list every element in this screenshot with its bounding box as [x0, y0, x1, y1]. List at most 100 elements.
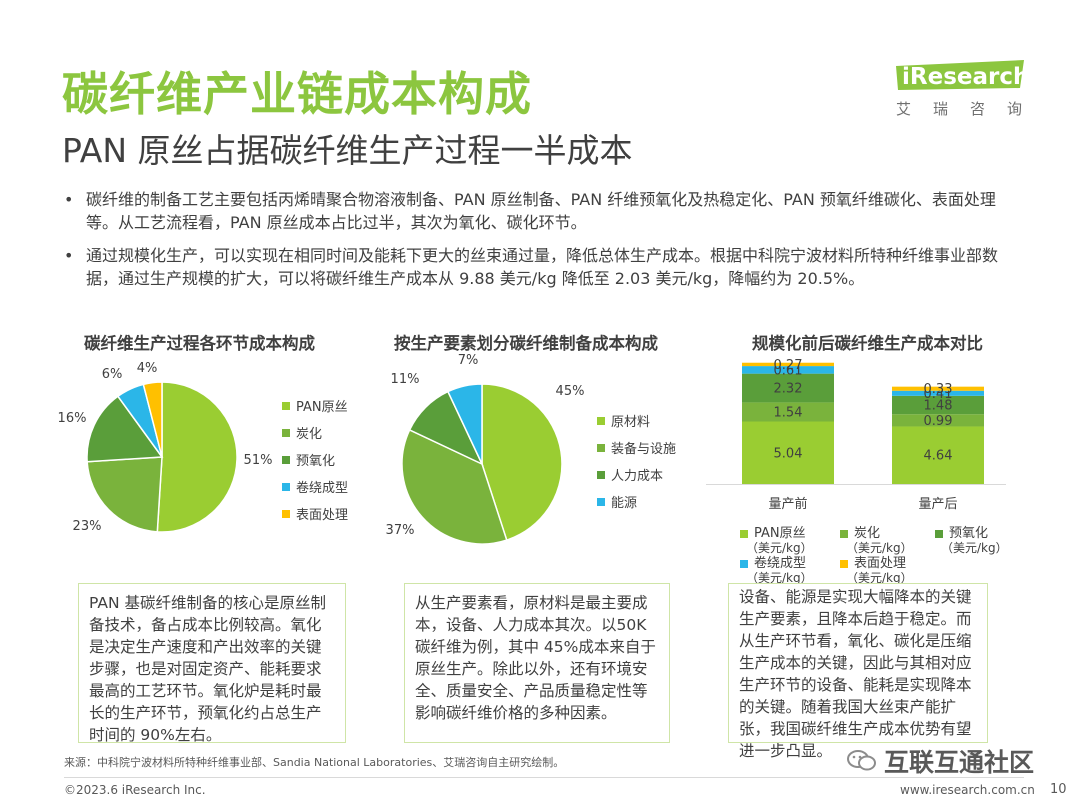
legend-label: 表面处理 — [854, 556, 907, 571]
pie1-legend-item-5: 表面处理 — [282, 504, 348, 523]
bar-chart-legend: PAN原丝 （美元/kg） 炭化 （美元/kg） 预氧化 （美元/kg） 卷绕成型 （美元/k… — [740, 526, 1040, 586]
logo-text: iResearch — [902, 64, 1029, 90]
pie2-legend-item-1: 原材料 — [597, 411, 650, 430]
legend-swatch — [597, 497, 605, 506]
pie1-slice-5 — [142, 381, 163, 458]
bar-2-data-label-3: 1.48 — [924, 399, 953, 414]
legend-label: PAN原丝 — [296, 400, 348, 415]
bar-1-segment-1 — [742, 421, 834, 484]
legend-swatch — [597, 443, 605, 452]
page-subtitle: PAN 原丝占据碳纤维生产过程一半成本 — [62, 131, 633, 170]
bar-legend-item-3: 预氧化 （美元/kg） — [935, 526, 1008, 556]
bar-1-data-label-1: 5.04 — [774, 446, 803, 461]
bar-legend-item-1: PAN原丝 （美元/kg） — [740, 526, 813, 556]
note-box-1: PAN 基碳纤维制备的核心是原丝制备技术，备占成本比例较高。氧化是决定生产速度和… — [78, 583, 346, 744]
bar-1-data-label-3: 2.32 — [774, 382, 803, 397]
x-tick-label-1: 量产前 — [768, 496, 807, 512]
bullet-point-1: • 碳纤维的制备工艺主要包括丙烯晴聚合物溶液制备、PAN 原丝制备、PAN 纤维… — [64, 188, 1019, 234]
footer-divider — [64, 777, 1024, 778]
pie-chart-1-legend: PAN原丝炭化预氧化卷绕成型表面处理 — [282, 396, 392, 526]
pie1-data-label-5: 4% — [137, 361, 158, 376]
bar-2-segment-3 — [892, 395, 984, 415]
stacked-bar-chart: 5.041.542.320.610.27量产前4.640.991.480.410… — [706, 358, 1006, 512]
page-number: 10 — [1050, 782, 1067, 797]
legend-swatch — [597, 416, 605, 425]
chart-2-title: 按生产要素划分碳纤维制备成本构成 — [394, 334, 658, 353]
bar-1-segment-5 — [742, 362, 834, 367]
copyright: ©2023.6 iResearch Inc. — [64, 783, 206, 797]
bar-2-segment-4 — [892, 390, 984, 396]
bar-1-data-label-4: 0.61 — [774, 363, 803, 378]
bar-legend-item-4: 卷绕成型 （美元/kg） — [740, 556, 813, 586]
pie-chart-2-legend: 原材料装备与设施人力成本能源 — [597, 411, 707, 521]
pie2-legend-item-2: 装备与设施 — [597, 438, 676, 457]
legend-swatch — [740, 529, 748, 538]
bar-1-data-label-2: 1.54 — [774, 405, 803, 420]
legend-unit: （美元/kg） — [746, 541, 813, 555]
pie2-legend-item-3: 人力成本 — [597, 465, 663, 484]
page-title: 碳纤维产业链成本构成 — [62, 67, 532, 121]
pie1-data-label-4: 6% — [102, 367, 123, 382]
bullet-symbol: • — [64, 246, 74, 265]
watermark: 互联互通社区 — [846, 743, 1035, 779]
bar-legend-item-5: 表面处理 （美元/kg） — [840, 556, 913, 586]
chart-1-title: 碳纤维生产过程各环节成本构成 — [84, 334, 315, 353]
legend-swatch — [282, 428, 290, 437]
bullet-text: 碳纤维的制备工艺主要包括丙烯晴聚合物溶液制备、PAN 原丝制备、PAN 纤维预氧… — [86, 190, 996, 232]
chart-3-title: 规模化前后碳纤维生产成本对比 — [752, 334, 983, 353]
pie2-data-label-2: 37% — [386, 523, 415, 538]
legend-label: PAN原丝 — [754, 526, 806, 541]
note-box-3: 设备、能源是实现大幅降本的关键生产要素，且降本后趋于稳定。而从生产环节看，氧化、… — [728, 583, 988, 760]
legend-swatch — [840, 529, 848, 538]
bar-2-segment-5 — [892, 386, 984, 391]
legend-label: 能源 — [611, 496, 638, 511]
legend-unit: （美元/kg） — [746, 571, 813, 585]
legend-swatch — [282, 482, 290, 491]
legend-swatch — [597, 470, 605, 479]
pie1-data-label-2: 23% — [73, 519, 102, 534]
pie1-legend-item-2: 炭化 — [282, 423, 322, 442]
iresearch-logo: iResearch — [892, 58, 1032, 128]
bar-1-segment-3 — [742, 373, 834, 403]
legend-swatch — [282, 509, 290, 518]
bar-2-data-label-5: 0.33 — [924, 382, 953, 397]
pie1-slice-3 — [86, 395, 164, 463]
legend-unit: （美元/kg） — [846, 541, 913, 555]
legend-label: 表面处理 — [296, 508, 349, 523]
pie-chart-1: 51% 23% 16% 6% 4% — [58, 361, 273, 534]
pie2-legend-item-4: 能源 — [597, 492, 637, 511]
pie2-data-label-1: 45% — [556, 384, 585, 399]
bullet-symbol: • — [64, 190, 74, 209]
website-link[interactable]: www.iresearch.com.cn — [900, 783, 1035, 797]
wechat-icon — [847, 750, 876, 771]
legend-swatch — [740, 559, 748, 568]
pie1-legend-item-3: 预氧化 — [282, 450, 335, 469]
note-box-2: 从生产要素看，原材料是最主要成本，设备、人力成本其次。以50K 碳纤维为例，其中… — [404, 583, 670, 743]
pie2-slice-2 — [401, 428, 508, 545]
x-tick-label-2: 量产后 — [918, 497, 957, 512]
legend-unit: （美元/kg） — [941, 541, 1008, 555]
legend-label: 炭化 — [296, 427, 323, 442]
legend-swatch — [935, 529, 943, 538]
legend-label: 卷绕成型 — [296, 481, 349, 496]
logo-subtitle: 艾瑞咨询 — [896, 100, 1022, 118]
bullet-text: 通过规模化生产，可以实现在相同时间及能耗下更大的丝束通过量，降低总体生产成本。根… — [86, 246, 999, 288]
bar-1-segment-4 — [742, 366, 834, 374]
bar-legend-item-2: 炭化 （美元/kg） — [840, 526, 913, 556]
pie1-data-label-1: 51% — [244, 453, 273, 468]
pie1-legend-item-1: PAN原丝 — [282, 396, 348, 415]
legend-label: 炭化 — [854, 526, 881, 541]
bar-1-segment-2 — [742, 402, 834, 422]
pie1-slice-2 — [86, 456, 163, 533]
bullet-point-2: • 通过规模化生产，可以实现在相同时间及能耗下更大的丝束通过量，降低总体生产成本… — [64, 244, 1019, 290]
legend-label: 人力成本 — [611, 469, 664, 484]
pie2-slice-4 — [446, 383, 483, 465]
pie1-data-label-3: 16% — [58, 411, 87, 426]
bar-2-segment-2 — [892, 414, 984, 427]
pie2-data-label-4: 7% — [458, 353, 479, 368]
pie1-legend-item-4: 卷绕成型 — [282, 477, 348, 496]
bar-2-data-label-2: 0.99 — [924, 414, 953, 429]
legend-swatch — [282, 455, 290, 464]
pie-chart-2: 45% 37% 11% 7% — [386, 353, 585, 545]
legend-unit: （美元/kg） — [846, 571, 913, 585]
